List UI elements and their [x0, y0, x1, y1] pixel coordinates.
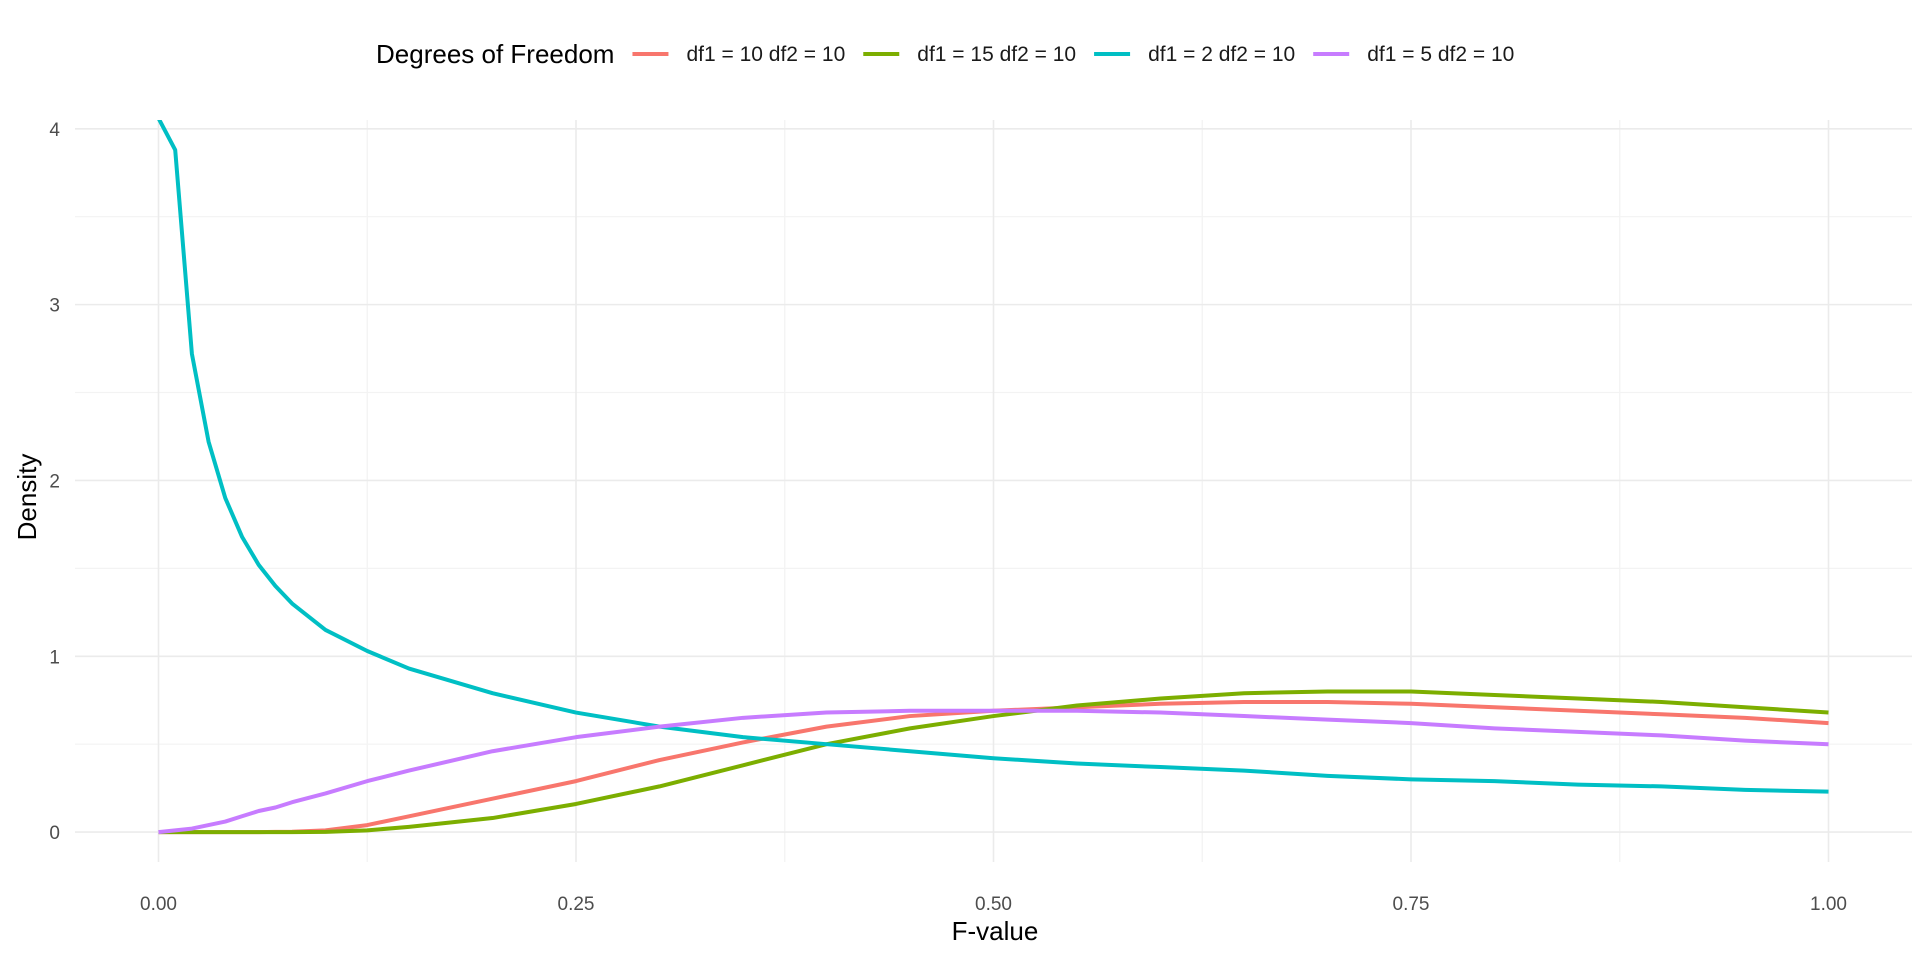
x-tick-label: 0.50: [975, 894, 1012, 915]
legend-item: df1 = 2 df2 = 10: [1094, 43, 1295, 66]
x-axis-title: F-value: [952, 916, 1039, 946]
legend: Degrees of Freedom df1 = 10 df2 = 10 df1 …: [376, 39, 1514, 69]
x-tick-label: 0.25: [558, 894, 595, 915]
y-tick-label: 3: [49, 296, 60, 317]
grid-layer: [75, 120, 1912, 862]
legend-item: df1 = 10 df2 = 10: [632, 43, 845, 66]
legend-label: df1 = 10 df2 = 10: [686, 43, 845, 66]
y-axis-title: Density: [12, 454, 42, 541]
legend-label: df1 = 2 df2 = 10: [1148, 43, 1295, 66]
x-axis-ticks: 0.00 0.25 0.50 0.75 1.00: [140, 894, 1847, 915]
y-tick-label: 1: [49, 647, 60, 668]
x-tick-label: 0.75: [1393, 894, 1430, 915]
legend-items: df1 = 10 df2 = 10 df1 = 15 df2 = 10 df1 = …: [632, 43, 1514, 66]
x-tick-label: 1.00: [1810, 894, 1847, 915]
legend-item: df1 = 5 df2 = 10: [1313, 43, 1514, 66]
y-tick-label: 4: [49, 120, 60, 141]
series-line-4: [158, 708, 1829, 835]
series-line-2: [158, 689, 1829, 835]
y-tick-label: 0: [49, 823, 60, 844]
y-tick-label: 2: [49, 471, 60, 492]
legend-title: Degrees of Freedom: [376, 39, 614, 69]
legend-item: df1 = 15 df2 = 10: [863, 43, 1076, 66]
legend-label: df1 = 5 df2 = 10: [1367, 43, 1514, 66]
x-tick-label: 0.00: [140, 894, 177, 915]
series-lines: [157, 120, 1829, 835]
legend-label: df1 = 15 df2 = 10: [917, 43, 1076, 66]
y-axis-ticks: 0 1 2 3 4: [49, 120, 60, 844]
